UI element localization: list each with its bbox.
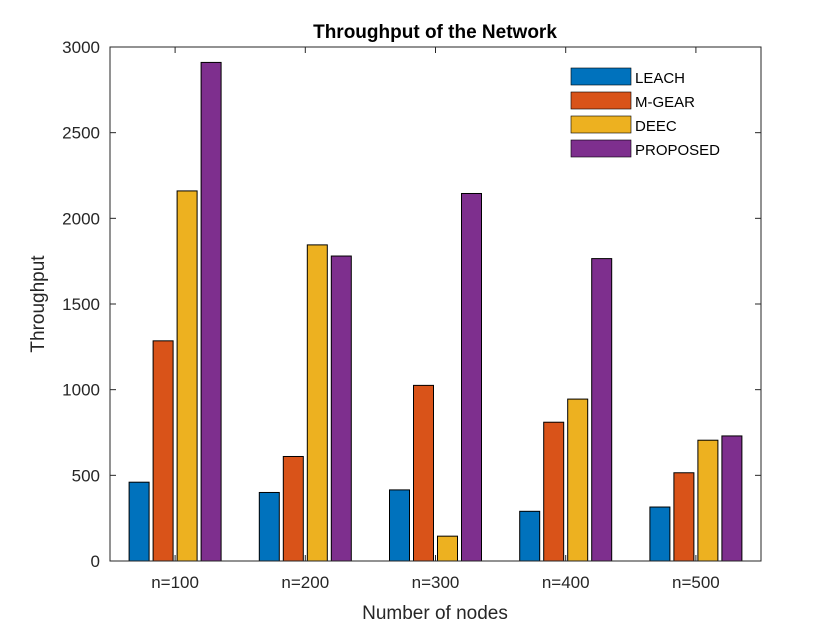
legend-label-m-gear: M-GEAR bbox=[635, 94, 695, 111]
bar-m-gear-n-300 bbox=[413, 384, 434, 562]
x-axis-label: Number of nodes bbox=[362, 603, 508, 624]
bar-leach-n-300 bbox=[389, 489, 410, 562]
y-tick-label: 3000 bbox=[62, 38, 100, 57]
bar-proposed-n-400 bbox=[591, 258, 613, 562]
legend-swatch-proposed bbox=[570, 139, 632, 158]
legend-swatch-deec bbox=[570, 115, 632, 134]
bar-m-gear-n-400 bbox=[543, 421, 565, 562]
y-tick-label: 1500 bbox=[62, 295, 100, 314]
bar-leach-n-100 bbox=[128, 481, 150, 562]
x-tick-label: n=500 bbox=[672, 573, 720, 592]
bar-m-gear-n-100 bbox=[152, 340, 174, 562]
bar-m-gear-n-200 bbox=[282, 455, 304, 562]
x-tick-label: n=100 bbox=[151, 573, 199, 592]
bar-deec-n-200 bbox=[306, 244, 328, 562]
bars-layer bbox=[128, 61, 743, 562]
bar-proposed-n-500 bbox=[721, 435, 743, 562]
y-tick-label: 500 bbox=[72, 466, 100, 485]
bar-leach-n-200 bbox=[258, 491, 280, 562]
y-tick-label: 2000 bbox=[62, 209, 100, 228]
bar-m-gear-n-500 bbox=[673, 472, 695, 562]
bar-proposed-n-100 bbox=[200, 61, 222, 562]
bar-deec-n-100 bbox=[176, 190, 198, 562]
x-tick-label: n=400 bbox=[542, 573, 590, 592]
legend-label-leach: LEACH bbox=[635, 70, 685, 87]
y-axis-label: Throughput bbox=[28, 255, 49, 353]
bar-leach-n-500 bbox=[649, 506, 671, 562]
x-tick-label: n=200 bbox=[281, 573, 329, 592]
bar-deec-n-300 bbox=[437, 535, 458, 562]
y-tick-label: 0 bbox=[91, 552, 100, 571]
legend-label-deec: DEEC bbox=[635, 118, 677, 135]
chart-title: Throughput of the Network bbox=[313, 22, 557, 43]
bar-proposed-n-200 bbox=[330, 255, 352, 562]
bar-proposed-n-300 bbox=[461, 192, 482, 562]
legend: LEACH M-GEAR DEEC PROPOSED bbox=[570, 67, 720, 159]
legend-swatch-m-gear bbox=[570, 91, 632, 110]
bar-leach-n-400 bbox=[519, 510, 541, 562]
y-tick-label: 2500 bbox=[62, 124, 100, 143]
ticks-layer: 0 500 1000 1500 2000 2500 3000 n=100 n=200 n=300 n… bbox=[62, 38, 761, 592]
x-tick-label: n=300 bbox=[412, 573, 460, 592]
legend-swatch-leach bbox=[570, 67, 632, 86]
y-tick-label: 1000 bbox=[62, 381, 100, 400]
bar-deec-n-400 bbox=[567, 398, 589, 562]
legend-label-proposed: PROPOSED bbox=[635, 142, 720, 159]
bar-deec-n-500 bbox=[697, 439, 719, 562]
